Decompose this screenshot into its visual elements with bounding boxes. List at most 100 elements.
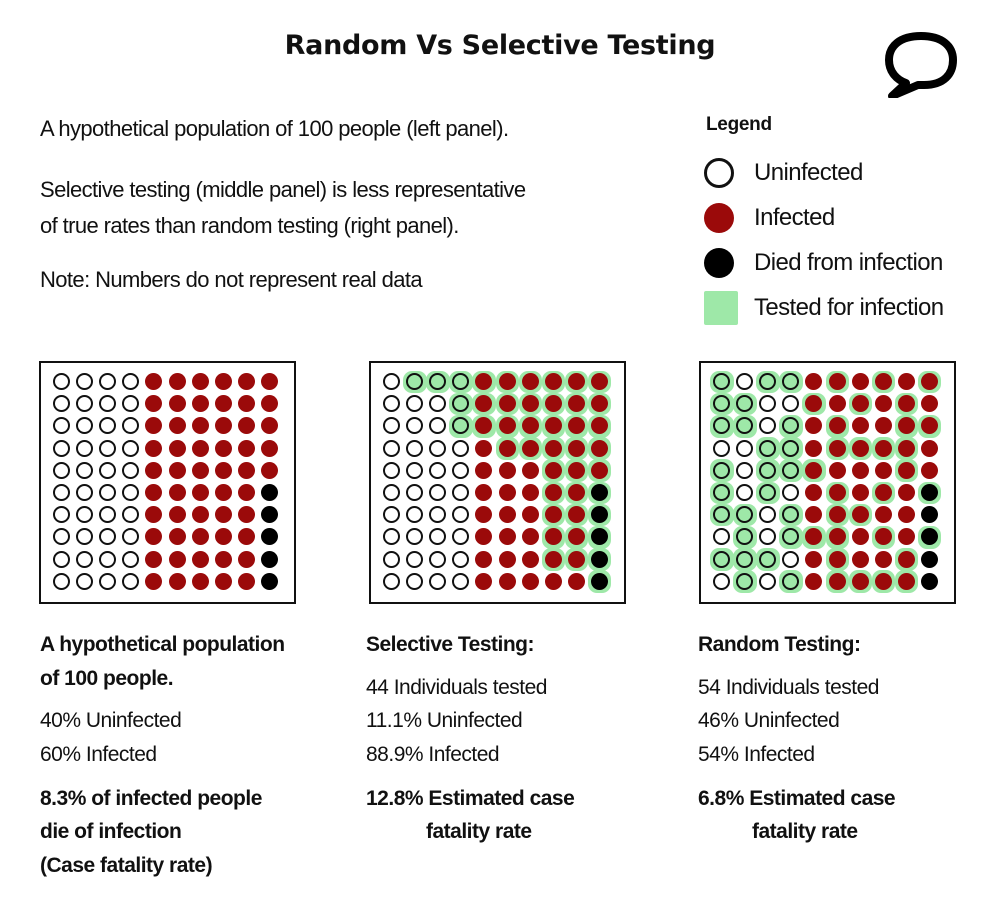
uninfected-person	[452, 506, 470, 524]
died-person	[590, 572, 608, 590]
open-circle-icon	[704, 158, 734, 188]
infected-person	[828, 572, 846, 590]
infected-person	[475, 572, 493, 590]
caption-stat: 54 Individuals tested	[698, 676, 879, 699]
infected-person	[168, 572, 186, 590]
uninfected-person	[429, 373, 447, 390]
infected-person	[191, 484, 209, 501]
uninfected-person	[713, 572, 730, 590]
speech-bubble-logo-icon	[885, 32, 957, 98]
caption-heading: Selective Testing:	[366, 633, 535, 656]
infected-person	[168, 439, 186, 457]
green-square-icon	[704, 291, 738, 325]
infected-person	[498, 572, 516, 590]
uninfected-person	[122, 506, 140, 524]
uninfected-person	[99, 373, 117, 390]
infected-person	[567, 395, 585, 413]
infected-person	[567, 373, 585, 390]
uninfected-person	[383, 550, 400, 568]
uninfected-person	[406, 417, 424, 435]
legend-label: Infected	[754, 204, 835, 231]
uninfected-person	[759, 373, 777, 390]
uninfected-person	[782, 506, 800, 524]
infected-person	[897, 417, 915, 435]
infected-person	[214, 572, 232, 590]
uninfected-person	[53, 461, 70, 479]
uninfected-person	[406, 550, 424, 568]
infected-person	[874, 439, 892, 457]
infected-person	[874, 484, 892, 501]
legend-item-infected: Infected	[704, 201, 835, 235]
infected-person	[168, 484, 186, 501]
caption-stat: 88.9% Infected	[366, 743, 500, 766]
infected-person	[521, 373, 539, 390]
uninfected-person	[713, 439, 730, 457]
infected-person	[828, 550, 846, 568]
infected-person	[874, 506, 892, 524]
caption-heading: Random Testing:	[698, 633, 861, 656]
uninfected-person	[713, 484, 730, 501]
uninfected-person	[99, 506, 117, 524]
infected-person	[475, 550, 493, 568]
random-testing-panel	[699, 361, 956, 604]
died-person	[260, 484, 278, 501]
population-panel	[39, 361, 296, 604]
uninfected-person	[406, 484, 424, 501]
died-person	[260, 528, 278, 546]
infected-person	[874, 572, 892, 590]
infected-person	[897, 506, 915, 524]
uninfected-person	[76, 373, 94, 390]
uninfected-person	[53, 395, 70, 413]
infected-person	[874, 395, 892, 413]
infected-person	[145, 550, 163, 568]
infected-person	[237, 506, 255, 524]
infected-person	[590, 373, 608, 390]
infected-person	[851, 395, 869, 413]
infected-person	[260, 417, 278, 435]
uninfected-person	[76, 528, 94, 546]
infected-person	[544, 550, 562, 568]
died-person	[590, 484, 608, 501]
infected-person	[475, 439, 493, 457]
legend-item-tested: Tested for infection	[704, 291, 944, 325]
uninfected-person	[782, 373, 800, 390]
infected-person	[237, 395, 255, 413]
caption-footer: fatality rate	[752, 820, 858, 843]
infected-person	[214, 506, 232, 524]
infected-person	[214, 550, 232, 568]
uninfected-person	[406, 572, 424, 590]
uninfected-person	[383, 417, 400, 435]
infected-person	[897, 528, 915, 546]
caption-stat: 44 Individuals tested	[366, 676, 547, 699]
uninfected-person	[122, 550, 140, 568]
infected-person	[260, 395, 278, 413]
uninfected-person	[99, 484, 117, 501]
uninfected-person	[782, 461, 800, 479]
caption-footer: 6.8% Estimated case	[698, 787, 896, 810]
infected-person	[214, 373, 232, 390]
infected-person	[521, 528, 539, 546]
legend-item-uninfected: Uninfected	[704, 156, 863, 190]
infected-person	[168, 506, 186, 524]
infected-person	[590, 461, 608, 479]
infected-person	[237, 572, 255, 590]
infected-person	[498, 484, 516, 501]
infected-person	[145, 417, 163, 435]
infected-person	[851, 550, 869, 568]
infected-person	[168, 461, 186, 479]
infected-person	[521, 439, 539, 457]
uninfected-person	[452, 572, 470, 590]
infected-person	[851, 528, 869, 546]
infected-person	[214, 439, 232, 457]
infected-person	[145, 373, 163, 390]
red-circle-icon	[704, 203, 734, 233]
caption-stat: 40% Uninfected	[40, 709, 182, 732]
uninfected-person	[452, 417, 470, 435]
infected-person	[920, 461, 938, 479]
infected-person	[828, 506, 846, 524]
infected-person	[260, 373, 278, 390]
infected-person	[828, 528, 846, 546]
caption-stat: 46% Uninfected	[698, 709, 840, 732]
infected-person	[168, 550, 186, 568]
uninfected-person	[76, 484, 94, 501]
